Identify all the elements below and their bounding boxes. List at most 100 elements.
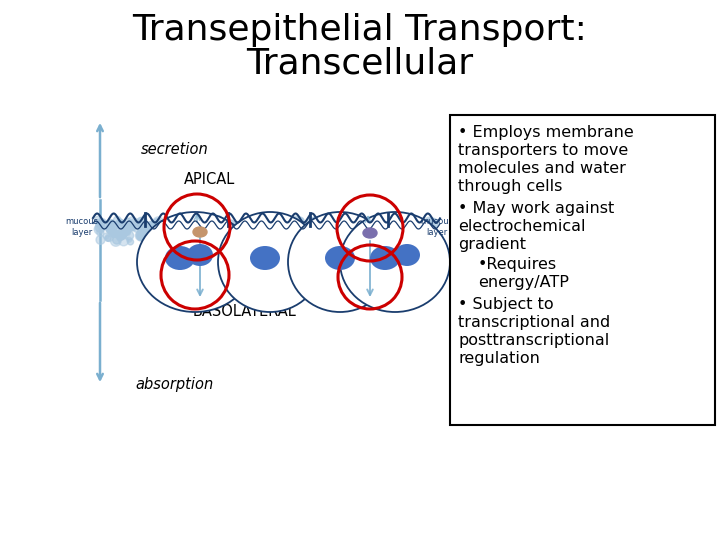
Circle shape	[272, 238, 279, 244]
Text: Transcellular: Transcellular	[246, 47, 474, 81]
Circle shape	[125, 218, 131, 224]
Circle shape	[158, 233, 168, 244]
Circle shape	[249, 222, 256, 230]
Circle shape	[250, 222, 256, 228]
Circle shape	[136, 222, 140, 226]
Circle shape	[343, 237, 351, 245]
Circle shape	[376, 233, 387, 244]
Text: mucous
layer: mucous layer	[420, 217, 454, 237]
Circle shape	[187, 238, 194, 246]
Circle shape	[292, 216, 302, 227]
Text: transcriptional and: transcriptional and	[458, 315, 611, 330]
Circle shape	[325, 217, 335, 226]
Ellipse shape	[250, 246, 280, 270]
Circle shape	[400, 237, 410, 247]
Circle shape	[166, 227, 174, 234]
Circle shape	[125, 222, 133, 230]
Circle shape	[178, 227, 184, 233]
Circle shape	[390, 226, 396, 233]
Circle shape	[302, 233, 309, 239]
Circle shape	[336, 226, 342, 232]
Circle shape	[127, 237, 132, 242]
Circle shape	[299, 231, 305, 238]
Circle shape	[240, 238, 247, 245]
Circle shape	[356, 239, 361, 244]
Circle shape	[149, 228, 156, 235]
Circle shape	[406, 228, 414, 236]
Circle shape	[359, 228, 364, 232]
Circle shape	[300, 233, 305, 237]
Text: mucous
layer: mucous layer	[66, 217, 99, 237]
Text: through cells: through cells	[458, 179, 562, 194]
Circle shape	[286, 239, 290, 242]
Circle shape	[119, 236, 129, 246]
Circle shape	[329, 219, 339, 230]
Circle shape	[302, 228, 307, 233]
Circle shape	[266, 221, 273, 227]
Circle shape	[150, 228, 156, 235]
Circle shape	[320, 229, 326, 234]
Circle shape	[311, 231, 318, 237]
Circle shape	[404, 221, 410, 227]
Circle shape	[254, 228, 259, 233]
Circle shape	[411, 221, 415, 226]
Circle shape	[240, 228, 246, 234]
Circle shape	[247, 219, 252, 224]
Circle shape	[323, 222, 330, 228]
Circle shape	[112, 231, 119, 237]
Circle shape	[275, 231, 279, 235]
Circle shape	[207, 230, 213, 236]
Circle shape	[116, 220, 124, 228]
Circle shape	[331, 223, 337, 228]
Circle shape	[164, 228, 174, 238]
Circle shape	[227, 232, 233, 238]
Circle shape	[376, 236, 382, 242]
Text: molecules and water: molecules and water	[458, 161, 626, 176]
Circle shape	[148, 221, 157, 231]
Circle shape	[428, 225, 436, 232]
Circle shape	[189, 225, 194, 229]
Circle shape	[415, 227, 423, 235]
Circle shape	[405, 230, 413, 238]
Circle shape	[396, 226, 402, 232]
Circle shape	[354, 221, 359, 228]
Circle shape	[184, 222, 194, 232]
Circle shape	[99, 225, 104, 230]
Circle shape	[204, 222, 210, 227]
Circle shape	[424, 233, 429, 239]
Circle shape	[197, 227, 207, 237]
Circle shape	[363, 222, 372, 231]
Circle shape	[218, 229, 228, 239]
Circle shape	[405, 221, 410, 226]
Circle shape	[245, 220, 250, 225]
Circle shape	[365, 224, 371, 230]
Circle shape	[250, 227, 256, 233]
Circle shape	[379, 227, 389, 237]
Text: •Requires: •Requires	[478, 257, 557, 272]
Ellipse shape	[394, 244, 420, 266]
Circle shape	[215, 237, 224, 246]
Circle shape	[392, 220, 402, 229]
Text: • May work against: • May work against	[458, 201, 614, 216]
Circle shape	[310, 217, 321, 227]
Circle shape	[152, 219, 162, 229]
Circle shape	[130, 218, 140, 229]
Circle shape	[408, 230, 418, 240]
Circle shape	[160, 231, 166, 238]
Ellipse shape	[363, 228, 377, 238]
Circle shape	[94, 225, 104, 234]
Circle shape	[269, 222, 275, 228]
Circle shape	[314, 233, 325, 244]
Circle shape	[360, 227, 370, 237]
Circle shape	[233, 223, 240, 231]
Circle shape	[424, 226, 431, 234]
Circle shape	[130, 224, 136, 231]
Circle shape	[312, 218, 318, 224]
Circle shape	[389, 221, 394, 226]
Circle shape	[305, 220, 312, 227]
Ellipse shape	[165, 246, 195, 270]
Circle shape	[106, 225, 114, 233]
Circle shape	[188, 229, 192, 234]
Circle shape	[377, 227, 383, 234]
Circle shape	[143, 233, 149, 240]
